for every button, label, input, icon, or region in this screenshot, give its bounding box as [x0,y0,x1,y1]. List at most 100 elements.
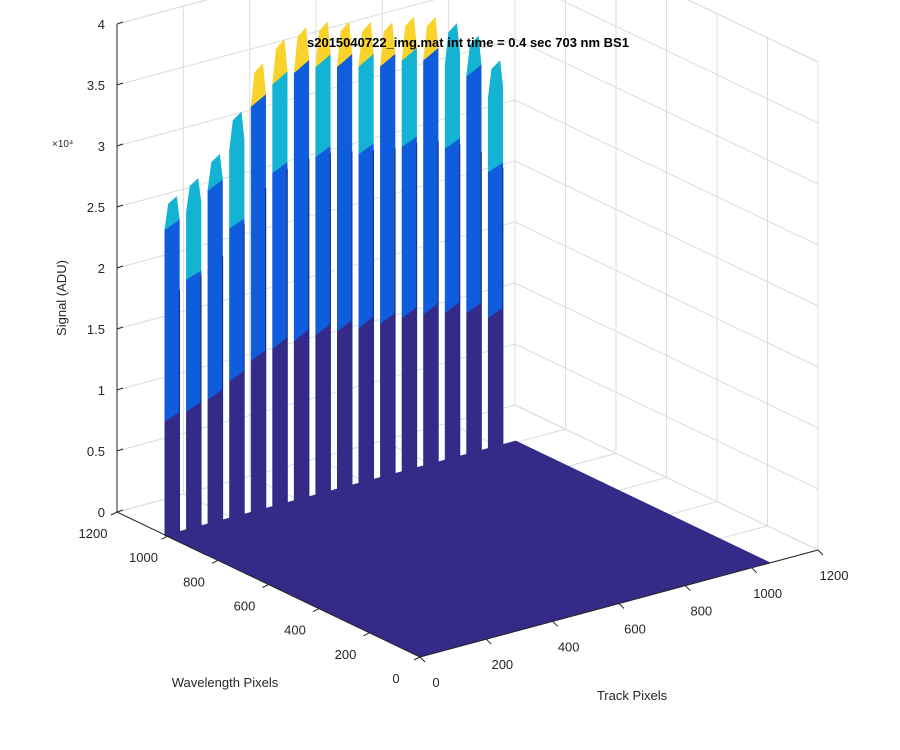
z-tick-label: 4 [98,17,105,32]
x-tick-mark [817,549,824,556]
ridge-peak [380,22,396,67]
ridge-peak [487,60,504,99]
track-ridge [207,153,266,545]
ridge-mid-band [229,217,245,382]
ridge-peak [186,178,202,214]
ridge-mid-band [186,269,202,412]
ridge-low-band [293,328,310,501]
ridge-mid-band [423,134,439,316]
ridge-peak [423,16,439,61]
ridge-upper-band [423,47,439,146]
y-tick-mark [211,559,219,564]
ridge-mid-band [164,284,180,422]
ridge-upper-band [207,178,223,261]
track-ridge [465,35,525,475]
ridge-upper-band [444,52,461,149]
z-exponent-label: ×10⁴ [52,139,73,150]
y-tick-label: 200 [335,647,357,662]
ridge-mid-band [380,141,396,325]
x-tick-label: 600 [624,622,646,637]
ridge-low-band [336,318,353,490]
ridge-mid-band [444,137,461,314]
track-ridge [357,21,417,504]
z-tick-label: 1 [98,383,105,398]
z-tick-label: 2.5 [87,200,105,215]
ridge-low-band [207,388,223,525]
z-tick-label: 0.5 [87,444,105,459]
y-tick-label: 800 [183,574,205,589]
ridge-upper-band [380,53,396,153]
ridge-upper-band [315,53,331,158]
ridge-mid-band [487,161,504,319]
track-ridge [163,196,223,557]
z-tick-mark [116,21,124,25]
track-ridge [314,21,374,516]
track-ridge [228,111,288,539]
y-tick-label: 1200 [79,526,108,541]
ridge-low-band [466,301,482,455]
ridge-low-band [444,300,461,461]
ridge-peak [358,21,374,68]
ridge-low-band [229,369,245,519]
track-ridge [250,63,309,533]
box-top-back-edge [116,0,209,25]
x-tick-mark [552,620,559,627]
ridge-upper-band [229,138,245,229]
ridge-mid-band [272,161,288,350]
ridge-mid-band [358,142,374,329]
ridge-peak [293,27,310,74]
axis-layer [110,21,824,663]
ridge-peak [272,38,288,85]
x-tick-label: 800 [690,604,712,619]
ridge-mid-band [207,250,223,400]
z-tick-label: 3 [98,139,105,154]
z-tick-mark [116,265,124,269]
ridge-low-band [487,306,504,449]
ridge-upper-band [293,59,310,163]
ridge-peak [466,35,482,77]
x-axis-label: Track Pixels [597,688,668,703]
y-tick-mark [110,511,118,516]
z-axis-label: Signal (ADU) [54,260,69,336]
ridge-upper-band [487,86,504,173]
track-ridge [336,21,396,510]
ridge-mid-band [336,144,353,333]
track-ridge [401,16,460,493]
x-tick-mark [684,585,691,592]
surface-layer [163,16,772,658]
ridge-low-band [315,322,331,496]
chart-title: s2015040722_img.mat int time = 0.4 sec 7… [307,35,629,50]
ridge-peak [401,16,417,61]
ridge-mid-band [466,145,482,314]
tick-layer: 0200400600800100012000200400600800100012… [79,17,849,690]
y-tick-mark [312,608,320,613]
y-tick-label: 0 [392,671,399,686]
x-tick-label: 1200 [820,568,849,583]
z-tick-mark [116,387,124,391]
ridge-peak [164,196,180,231]
x-tick-mark [485,638,492,645]
ridge-mid-band [315,145,331,336]
ridge-low-band [380,311,396,478]
z-tick-mark [116,326,124,330]
y-tick-label: 600 [234,599,256,614]
z-tick-mark [116,143,124,147]
ridge-low-band [358,315,374,484]
x-tick-label: 1000 [753,586,782,601]
ridge-low-band [250,348,266,513]
ridge-upper-band [186,201,202,280]
ridge-peak [229,111,245,152]
z-tick-label: 1.5 [87,322,105,337]
z-tick-mark [116,204,124,208]
y-tick-mark [413,656,421,661]
ridge-low-band [164,411,180,536]
y-tick-label: 1000 [129,550,158,565]
z-tick-label: 2 [98,261,105,276]
y-tick-mark [161,535,168,540]
ridge-peak [444,23,461,66]
track-ridge [379,22,439,499]
ridge-upper-band [272,70,288,174]
track-ridge [422,16,482,487]
track-ridge [271,38,331,528]
